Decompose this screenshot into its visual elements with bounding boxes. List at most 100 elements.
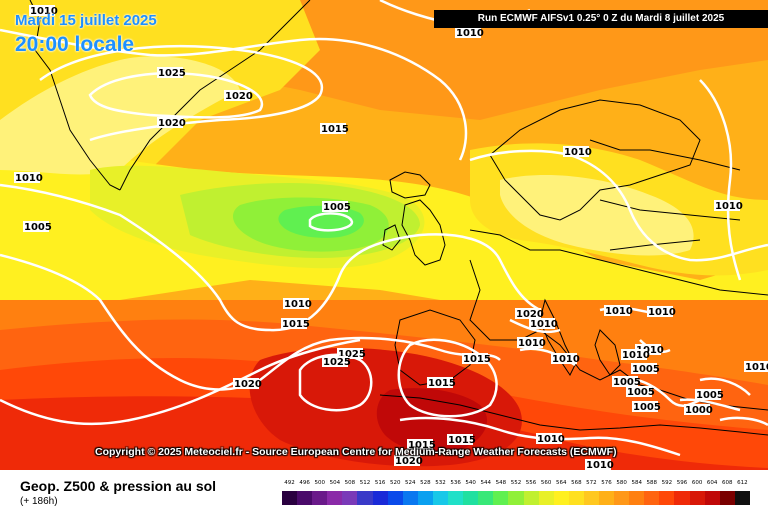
isobar-1010-east: [699, 79, 742, 281]
svg-text:1010: 1010: [530, 319, 558, 330]
pressure-label: 1010: [563, 146, 592, 158]
greece-coast: [594, 329, 621, 376]
pressure-label: 1005: [631, 363, 660, 375]
scale-label: 532: [435, 480, 446, 486]
svg-text:1025: 1025: [323, 357, 351, 368]
svg-text:1010: 1010: [537, 434, 565, 445]
svg-text:1010: 1010: [715, 201, 743, 212]
isobar-1015: [0, 253, 501, 391]
pressure-label: 1020: [515, 308, 544, 320]
isobar-1015-iberia: [397, 338, 498, 418]
svg-text:1015: 1015: [282, 319, 310, 330]
pressure-label: 1010: [604, 305, 633, 317]
pressure-label: 1000: [684, 404, 713, 416]
scale-swatch: [372, 491, 388, 505]
svg-text:1010: 1010: [456, 28, 484, 39]
pressure-label: 1015: [427, 377, 456, 389]
scale-swatch: [508, 491, 524, 505]
scale-label: 552: [510, 480, 522, 486]
forecast-time: 20:00 locale: [15, 33, 135, 56]
scale-label: 540: [465, 480, 476, 486]
scale-label: 592: [661, 480, 673, 486]
scale-swatch: [312, 491, 328, 505]
coastlines: [29, 0, 768, 436]
isobar-1025-north: [88, 71, 264, 119]
pressure-label: 1010: [585, 459, 614, 470]
field-lightyellow-nw: [0, 56, 240, 175]
svg-text:1010: 1010: [745, 362, 768, 373]
pressure-label: 1020: [233, 378, 262, 390]
isobar-1010-med: [509, 306, 671, 367]
weather-map: 1010 1010 1025 1020 1020 1015 1010 1010 …: [0, 0, 768, 470]
isobar-1000-east: [679, 398, 768, 427]
iceland-coast: [389, 171, 431, 199]
pressure-label: 1025: [157, 67, 186, 79]
svg-text:1010: 1010: [648, 307, 676, 318]
svg-text:1000: 1000: [685, 405, 713, 416]
pressure-label: 1005: [23, 221, 52, 233]
scale-swatch: [568, 491, 584, 505]
north-africa-coast: [379, 394, 768, 436]
svg-text:1005: 1005: [627, 387, 655, 398]
svg-text:1015: 1015: [321, 124, 349, 135]
pressure-label: 1010: [647, 306, 676, 318]
scale-label: 568: [571, 480, 582, 486]
pressure-label: 1005: [632, 401, 661, 413]
pressure-label: 1010: [14, 172, 43, 184]
svg-text:1010: 1010: [15, 173, 43, 184]
map-title: Geop. Z500 & pression au sol: [20, 478, 217, 494]
pressure-label: 1010: [744, 361, 768, 373]
svg-text:1010: 1010: [622, 350, 650, 361]
scale-swatch: [629, 491, 645, 505]
svg-text:1025: 1025: [338, 349, 366, 360]
scale-swatch: [493, 491, 509, 505]
pressure-label: 1015: [407, 439, 436, 451]
forecast-offset: (+ 186h): [20, 496, 58, 507]
scale-swatch: [719, 491, 735, 505]
pressure-label: 1010: [635, 344, 664, 356]
svg-text:1005: 1005: [696, 390, 724, 401]
pressure-label: 1010: [529, 318, 558, 330]
scale-label: 604: [706, 480, 718, 486]
svg-text:1005: 1005: [323, 202, 351, 213]
scale-swatch: [417, 491, 433, 505]
scale-swatch: [689, 491, 705, 505]
svg-text:1020: 1020: [516, 309, 544, 320]
svg-text:1010: 1010: [586, 460, 614, 470]
scale-swatch: [342, 491, 358, 505]
isobar-1025-high: [298, 353, 373, 412]
footer: Geop. Z500 & pression au sol (+ 186h) 49…: [0, 470, 768, 512]
scale-label: 572: [586, 480, 597, 486]
greenland-coast: [29, 0, 311, 191]
scale-swatch: [538, 491, 554, 505]
scale-swatch: [614, 491, 630, 505]
pressure-label: 1010: [714, 200, 743, 212]
svg-text:1010: 1010: [284, 299, 312, 310]
svg-text:1020: 1020: [225, 91, 253, 102]
scale-label: 612: [737, 480, 748, 486]
scale-label: 492: [284, 480, 295, 486]
scale-colors: [282, 491, 750, 505]
scale-swatch: [659, 491, 675, 505]
pressure-label: 1005: [322, 201, 351, 213]
scale-swatch: [387, 491, 403, 505]
scale-label: 516: [374, 480, 386, 486]
svg-text:1010: 1010: [552, 354, 580, 365]
scale-label: 508: [344, 480, 356, 486]
scale-label: 536: [450, 480, 461, 486]
scale-swatch: [327, 491, 343, 505]
pressure-label: 1020: [394, 455, 423, 467]
scale-label: 512: [359, 480, 371, 486]
isobar-1020: [0, 338, 361, 426]
scale-label: 520: [389, 480, 401, 486]
scale-label: 548: [495, 480, 507, 486]
scale-swatch: [432, 491, 449, 505]
scale-swatch: [674, 491, 690, 505]
pressure-label: 1010: [29, 5, 58, 17]
scale-swatch: [357, 491, 373, 505]
isobar-1010-europe: [469, 149, 768, 262]
scale-label: 580: [616, 480, 627, 486]
pressure-label: 1010: [536, 433, 565, 445]
scale-swatch: [734, 491, 750, 505]
pressure-label: 1010: [455, 27, 484, 39]
